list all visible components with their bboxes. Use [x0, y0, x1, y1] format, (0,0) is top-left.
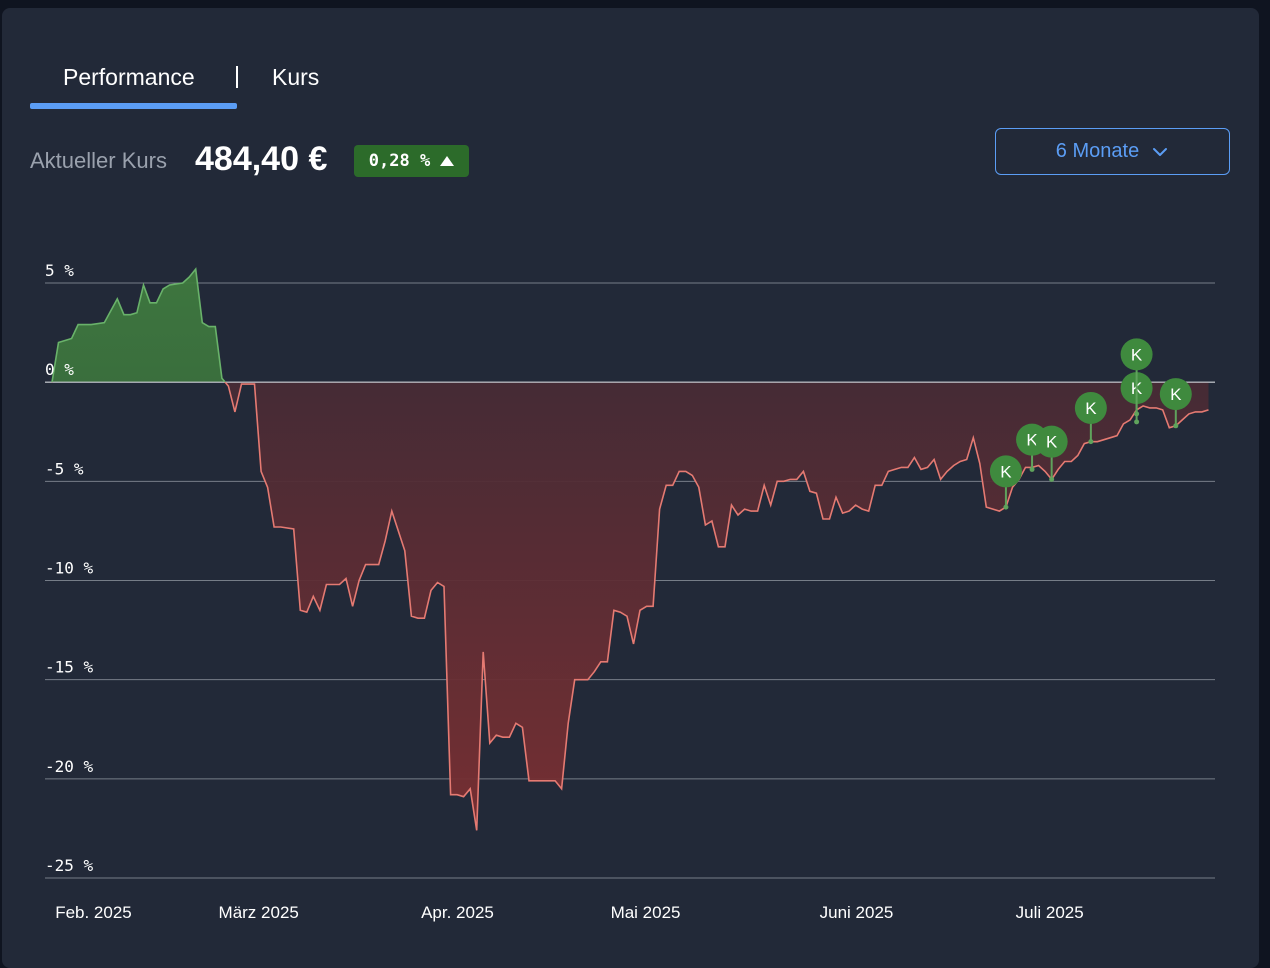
marker-dot [1134, 411, 1140, 417]
active-tab-indicator [30, 103, 237, 109]
marker-badge [989, 455, 1022, 488]
y-axis-ticks: 5 % 0 % -5 % -10 % -15 % -20 % -25 % [45, 261, 94, 875]
marker-dot [1088, 439, 1094, 445]
y-tick-label: -20 % [45, 757, 94, 776]
x-tick-label: Mai 2025 [611, 903, 681, 922]
time-range-dropdown[interactable]: 6 Monate [995, 128, 1230, 175]
x-tick-label: Apr. 2025 [421, 903, 494, 922]
trade-marker: K [1120, 338, 1153, 417]
price-label: Aktueller Kurs [30, 148, 167, 173]
marker-badge [1159, 378, 1192, 411]
marker-label: K [1000, 462, 1012, 481]
loss-area [52, 382, 1209, 831]
event-markers: KKKKKKK [989, 338, 1192, 510]
y-tick-label: 0 % [45, 360, 74, 379]
y-tick-label: -25 % [45, 856, 94, 875]
chevron-down-icon [1153, 147, 1168, 156]
price-value: 484,40 € [195, 140, 328, 178]
x-tick-label: Juni 2025 [820, 903, 894, 922]
trade-marker: K [1035, 425, 1068, 482]
marker-label: K [1046, 433, 1058, 452]
marker-dot [1003, 504, 1009, 510]
marker-badge [1074, 391, 1107, 424]
tab-bar: Performance Kurs [30, 8, 430, 110]
marker-label: K [1170, 385, 1182, 404]
trade-marker: K [989, 455, 1022, 510]
trade-marker: K [1159, 378, 1192, 429]
change-badge: 0,28 % [354, 145, 469, 177]
x-tick-label: Feb. 2025 [55, 903, 132, 922]
x-tick-label: März 2025 [219, 903, 299, 922]
tab-performance[interactable]: Performance [63, 64, 195, 90]
marker-dot [1049, 476, 1055, 482]
tab-kurs[interactable]: Kurs [272, 64, 320, 90]
y-tick-label: -15 % [45, 658, 94, 677]
series-area [45, 267, 1215, 831]
marker-label: K [1131, 345, 1143, 364]
y-tick-label: 5 % [45, 261, 74, 280]
x-axis-ticks: Feb. 2025 März 2025 Apr. 2025 Mai 2025 Juni … [55, 903, 1084, 922]
y-tick-label: -10 % [45, 559, 94, 578]
marker-dot [1134, 419, 1140, 425]
triangle-up-icon [440, 156, 455, 166]
marker-label: K [1085, 399, 1097, 418]
loss-line [51, 382, 1209, 831]
marker-label: K [1026, 431, 1038, 450]
marker-badge [1120, 338, 1153, 371]
marker-badge [1035, 425, 1068, 458]
marker-dot [1173, 423, 1179, 429]
performance-card: Performance Kurs Aktueller Kurs 484,40 €… [2, 8, 1259, 968]
time-range-label: 6 Monate [1055, 140, 1140, 162]
y-tick-label: -5 % [45, 459, 84, 478]
tab-divider [236, 66, 238, 88]
change-percent: 0,28 % [368, 151, 431, 171]
gain-area [52, 269, 226, 383]
trade-marker: K [1074, 391, 1107, 445]
marker-dot [1029, 466, 1035, 472]
x-tick-label: Juli 2025 [1016, 903, 1084, 922]
